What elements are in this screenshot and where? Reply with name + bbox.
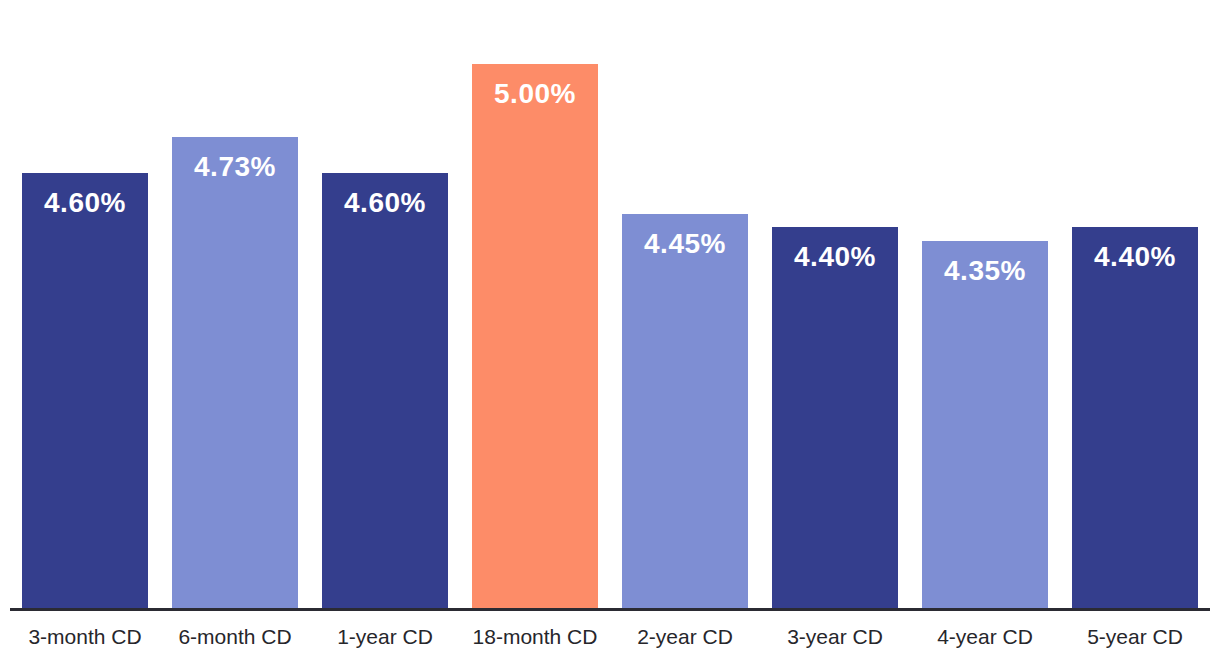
bar-value-label-18-month-cd: 5.00% bbox=[472, 77, 598, 111]
x-axis-tick-label-2-year-cd: 2-year CD bbox=[610, 622, 760, 652]
x-axis-tick-label-4-year-cd: 4-year CD bbox=[910, 622, 1060, 652]
bar-value-label-3-year-cd: 4.40% bbox=[772, 240, 898, 274]
bar-6-month-cd: 4.73% bbox=[172, 137, 298, 608]
bar-value-label-6-month-cd: 4.73% bbox=[172, 150, 298, 184]
bar-2-year-cd: 4.45% bbox=[622, 214, 748, 608]
bar-1-year-cd: 4.60% bbox=[322, 173, 448, 608]
cd-rates-bar-chart: 4.60% 3-month CD 4.73% 6-month CD 4.60% 1-yea… bbox=[0, 0, 1220, 666]
x-axis-tick-label-3-year-cd: 3-year CD bbox=[760, 622, 910, 652]
bar-value-label-2-year-cd: 4.45% bbox=[622, 227, 748, 261]
bar-value-label-3-month-cd: 4.60% bbox=[22, 186, 148, 220]
x-axis-tick-label-3-month-cd: 3-month CD bbox=[10, 622, 160, 652]
bar-3-month-cd: 4.60% bbox=[22, 173, 148, 608]
x-axis-line bbox=[10, 608, 1210, 611]
x-axis-tick-label-5-year-cd: 5-year CD bbox=[1060, 622, 1210, 652]
bar-value-label-5-year-cd: 4.40% bbox=[1072, 240, 1198, 274]
x-axis-tick-label-6-month-cd: 6-month CD bbox=[160, 622, 310, 652]
bar-18-month-cd: 5.00% bbox=[472, 64, 598, 608]
bar-5-year-cd: 4.40% bbox=[1072, 227, 1198, 608]
x-axis-tick-label-1-year-cd: 1-year CD bbox=[310, 622, 460, 652]
bar-4-year-cd: 4.35% bbox=[922, 241, 1048, 608]
bar-3-year-cd: 4.40% bbox=[772, 227, 898, 608]
x-axis-tick-label-18-month-cd: 18-month CD bbox=[460, 622, 610, 652]
bar-value-label-4-year-cd: 4.35% bbox=[922, 254, 1048, 288]
bar-value-label-1-year-cd: 4.60% bbox=[322, 186, 448, 220]
